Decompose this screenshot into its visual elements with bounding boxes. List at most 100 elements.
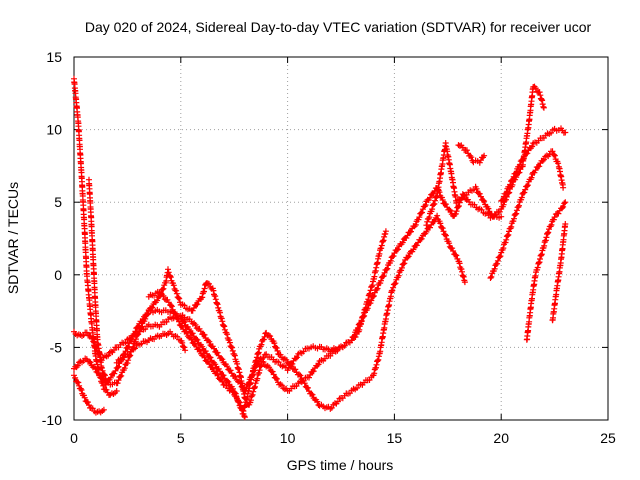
data-point-sat-5-27 (308, 390, 310, 392)
data-point-sat-7-3 (148, 339, 150, 341)
data-point-sat-1-5 (90, 317, 92, 320)
chart-title: Day 020 of 2024, Sidereal Day-to-day VTE… (85, 19, 592, 35)
series-sat-6 (145, 288, 248, 421)
data-point-sat-9-1 (466, 150, 468, 153)
data-point-sat-11-2 (534, 274, 537, 276)
data-point-sat-2-14 (171, 281, 174, 283)
data-point-sat-13-2 (521, 157, 524, 160)
data-point-sat-1-2 (80, 172, 83, 174)
data-point-sat-2-25 (254, 382, 257, 385)
data-point-sat-12-2 (560, 259, 562, 262)
series-markers-sat-11 (523, 199, 569, 343)
data-point-sat-2-40 (404, 237, 406, 240)
data-point-sat-3-36 (385, 230, 387, 232)
data-point-sat-5-42 (442, 230, 445, 232)
data-point-sat-11-3 (541, 252, 543, 254)
series-sat-11 (523, 199, 569, 343)
data-point-sat-5-8 (148, 310, 150, 312)
data-point-sat-5-15 (222, 375, 225, 378)
y-tick-label-1: -5 (50, 339, 63, 355)
data-point-sat-5-14 (212, 361, 214, 363)
data-point-sat-5-21 (265, 332, 268, 334)
data-point-sat-1-0 (73, 78, 75, 80)
data-point-sat-2-12 (165, 281, 167, 283)
data-point-sat-5-44 (457, 259, 460, 262)
data-point-sat-10-1 (500, 252, 503, 254)
data-point-sat-4-2 (83, 397, 86, 400)
data-point-sat-8-13 (528, 121, 530, 124)
data-point-sat-3-32 (357, 332, 359, 334)
data-point-sat-2-45 (453, 215, 456, 218)
data-point-sat-2-16 (190, 310, 193, 312)
data-point-sat-7-1 (126, 353, 129, 356)
data-point-sat-3-30 (340, 346, 342, 349)
data-point-sat-4-4 (96, 411, 99, 414)
series-markers-sat-12 (549, 221, 569, 324)
data-point-sat-2-37 (372, 295, 374, 298)
series-sat-13 (498, 125, 569, 204)
data-point-sat-6-10 (244, 416, 246, 418)
data-point-sat-5-37 (397, 274, 400, 276)
data-point-sat-8-14 (532, 85, 534, 87)
data-point-sat-7-4 (158, 335, 161, 337)
data-point-sat-2-3 (94, 303, 97, 305)
x-tick-label-5: 25 (600, 430, 616, 446)
series-sat-12 (549, 221, 569, 324)
data-point-sat-4-0 (73, 375, 75, 378)
data-point-sat-5-19 (252, 368, 255, 371)
series-markers-sat-5 (71, 212, 468, 417)
data-point-sat-9-0 (457, 143, 460, 145)
data-point-sat-3-3 (92, 339, 94, 341)
data-point-sat-2-47 (468, 201, 471, 203)
series-markers-sat-3 (71, 228, 389, 394)
data-point-sat-8-8 (491, 215, 494, 218)
data-point-sat-3-6 (107, 353, 109, 356)
data-point-sat-2-5 (101, 368, 103, 371)
data-point-sat-3-29 (329, 349, 332, 352)
data-point-sat-1-9 (109, 394, 112, 397)
data-point-sat-5-12 (190, 332, 193, 334)
data-point-sat-8-9 (500, 208, 503, 211)
series-markers-sat-2 (86, 176, 505, 408)
data-point-sat-2-0 (88, 179, 90, 182)
data-point-sat-11-6 (560, 208, 562, 211)
data-point-sat-2-15 (180, 303, 182, 305)
data-point-sat-2-48 (479, 208, 481, 211)
data-point-sat-11-5 (553, 215, 556, 218)
data-point-sat-8-12 (521, 165, 524, 167)
x-tick-label-0: 0 (70, 430, 78, 446)
series-sat-7 (113, 328, 189, 366)
data-point-sat-8-10 (506, 194, 509, 196)
data-point-sat-5-5 (115, 368, 118, 371)
data-point-sat-7-6 (180, 339, 182, 341)
y-tick-label-2: 0 (54, 267, 62, 283)
series-sat-9 (455, 142, 488, 166)
data-point-sat-1-3 (83, 230, 86, 232)
data-point-sat-3-28 (318, 346, 321, 349)
data-point-sat-5-6 (126, 346, 129, 349)
data-point-sat-2-24 (248, 404, 250, 407)
data-point-sat-6-0 (148, 295, 150, 298)
series-sat-4 (71, 372, 107, 416)
data-point-sat-3-17 (222, 361, 225, 363)
plot-frame (73, 56, 609, 421)
data-point-sat-5-34 (378, 353, 381, 356)
data-point-sat-13-6 (560, 128, 562, 131)
data-point-sat-13-5 (553, 128, 556, 131)
data-point-sat-3-20 (244, 390, 246, 392)
data-point-sat-9-3 (479, 160, 481, 163)
x-tick-label-3: 15 (387, 430, 403, 446)
data-point-sat-5-31 (350, 390, 353, 392)
data-point-sat-3-33 (363, 310, 366, 312)
data-point-sat-5-45 (464, 281, 466, 283)
data-point-sat-6-3 (180, 324, 182, 327)
data-point-sat-3-34 (372, 281, 374, 283)
data-point-sat-4-3 (90, 407, 92, 410)
y-axis-ticks: -10 -5 0 5 10 15 (42, 49, 608, 428)
data-point-sat-2-30 (297, 382, 300, 385)
data-point-sat-8-6 (474, 186, 477, 189)
data-point-sat-13-4 (543, 136, 545, 138)
data-point-sat-2-44 (442, 201, 445, 203)
data-point-sat-13-3 (532, 143, 534, 145)
